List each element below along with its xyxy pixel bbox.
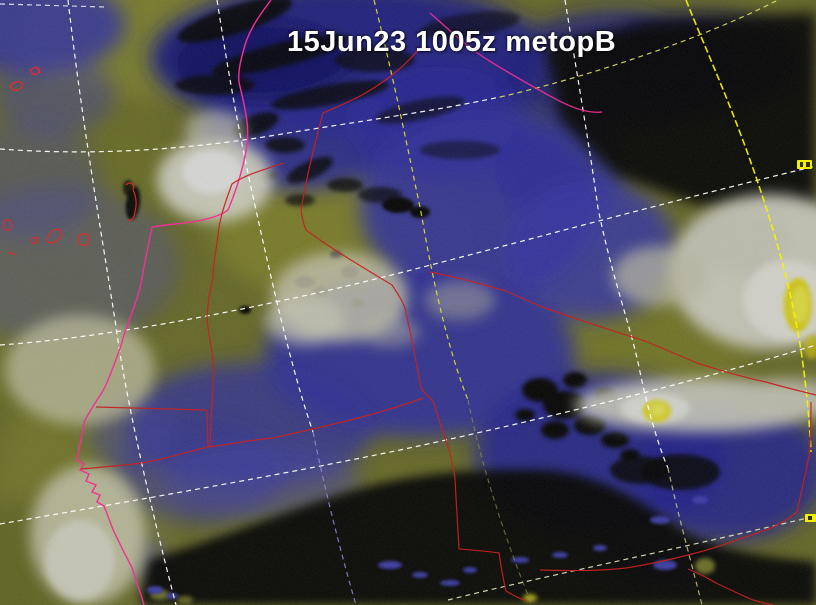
latitude-label-marker (797, 160, 812, 169)
latitude-label-marker (805, 514, 816, 522)
parallel-line (0, 96, 501, 153)
meridian-line (667, 467, 703, 605)
border-line (539, 401, 812, 572)
meridian-line (312, 431, 357, 605)
meridian-line (216, 0, 314, 433)
country-border-layer (80, 46, 816, 605)
border-line (206, 162, 285, 448)
image-title: 15Jun23 1005z metopB (287, 26, 617, 58)
parallel-line (499, 0, 779, 98)
mediterranean-coastline (429, 12, 603, 113)
atlantic-coastline (76, 0, 272, 605)
parallel-line (447, 515, 816, 601)
border-line (687, 568, 774, 605)
border-line (305, 229, 527, 602)
border-line (429, 271, 816, 396)
graticule-meridians (67, 0, 812, 605)
border-line (300, 46, 422, 231)
madeira-islands-outline (9, 66, 41, 91)
meridian-line-swath-edge (685, 0, 812, 453)
canary-islands-outline (2, 182, 137, 256)
parallel-line (0, 165, 816, 346)
meridian-line (67, 0, 177, 605)
parallel-line (0, 344, 816, 525)
coastline-layer (2, 0, 603, 605)
meridian-line-prime (373, 0, 469, 401)
border-line (80, 397, 424, 470)
meridian-line (564, 0, 669, 469)
